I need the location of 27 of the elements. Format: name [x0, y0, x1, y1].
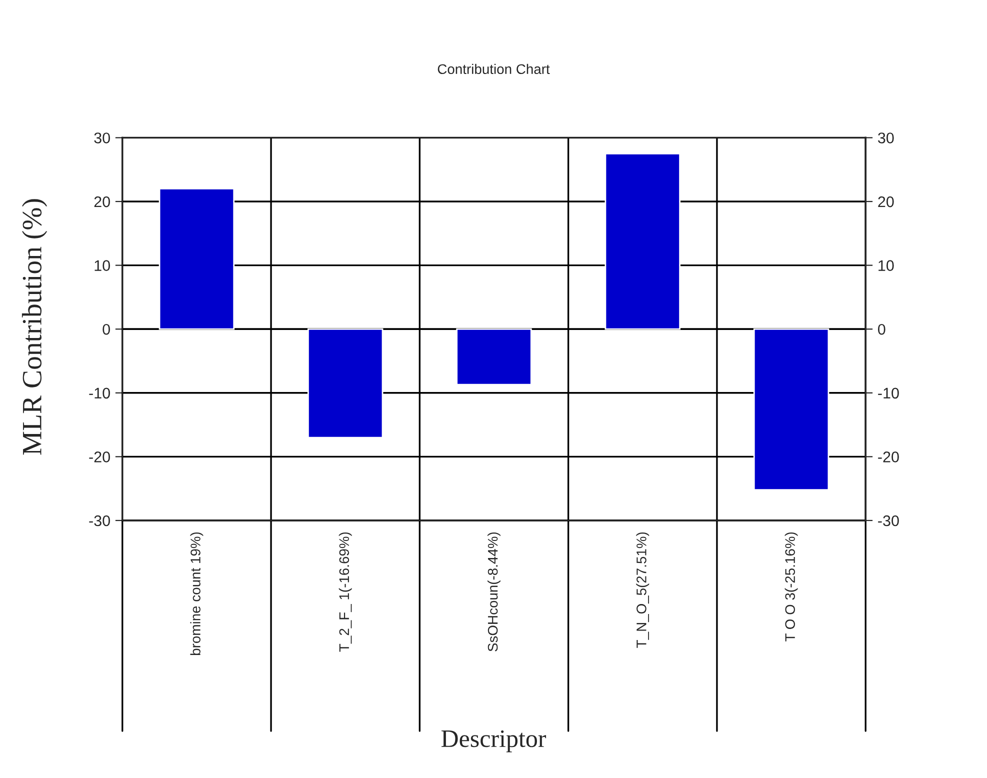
chart-title: Contribution Chart — [438, 64, 550, 74]
y-tick-label: 20 — [94, 196, 110, 208]
y-tick-label: -10 — [89, 388, 110, 399]
y2-tick-label: 30 — [878, 132, 894, 144]
y-tick-label: 30 — [94, 132, 110, 144]
x-axis-title: Descriptor — [441, 730, 546, 752]
x-tick-label: bromine count 19%) — [190, 532, 204, 655]
y2-tick-label: -10 — [878, 388, 899, 399]
bar — [158, 188, 235, 330]
bar — [456, 328, 532, 386]
bar — [753, 328, 830, 491]
y-axis-title: MLR Contribution (%) — [22, 199, 48, 455]
y-tick-label: 10 — [94, 260, 110, 271]
y2-tick-label: 0 — [878, 324, 886, 335]
x-tick-label: T_2_F_ 1(-16.69%) — [338, 532, 352, 652]
bar — [604, 152, 680, 330]
x-tick-label: SsOHcoun(-8.44%) — [488, 532, 500, 652]
y2-tick-label: -20 — [878, 452, 899, 462]
y2-tick-label: 10 — [878, 260, 894, 271]
y-tick-label: -20 — [89, 452, 110, 462]
x-tick-label: T_N_O_5(27.51%) — [636, 532, 650, 648]
bar — [307, 328, 384, 438]
y-tick-label: -30 — [89, 515, 110, 526]
y2-tick-label: -30 — [878, 515, 899, 526]
x-tick-label: T O O 3(-25.16%) — [784, 532, 798, 642]
y2-tick-label: 20 — [878, 196, 894, 208]
y-tick-label: 0 — [102, 324, 110, 335]
